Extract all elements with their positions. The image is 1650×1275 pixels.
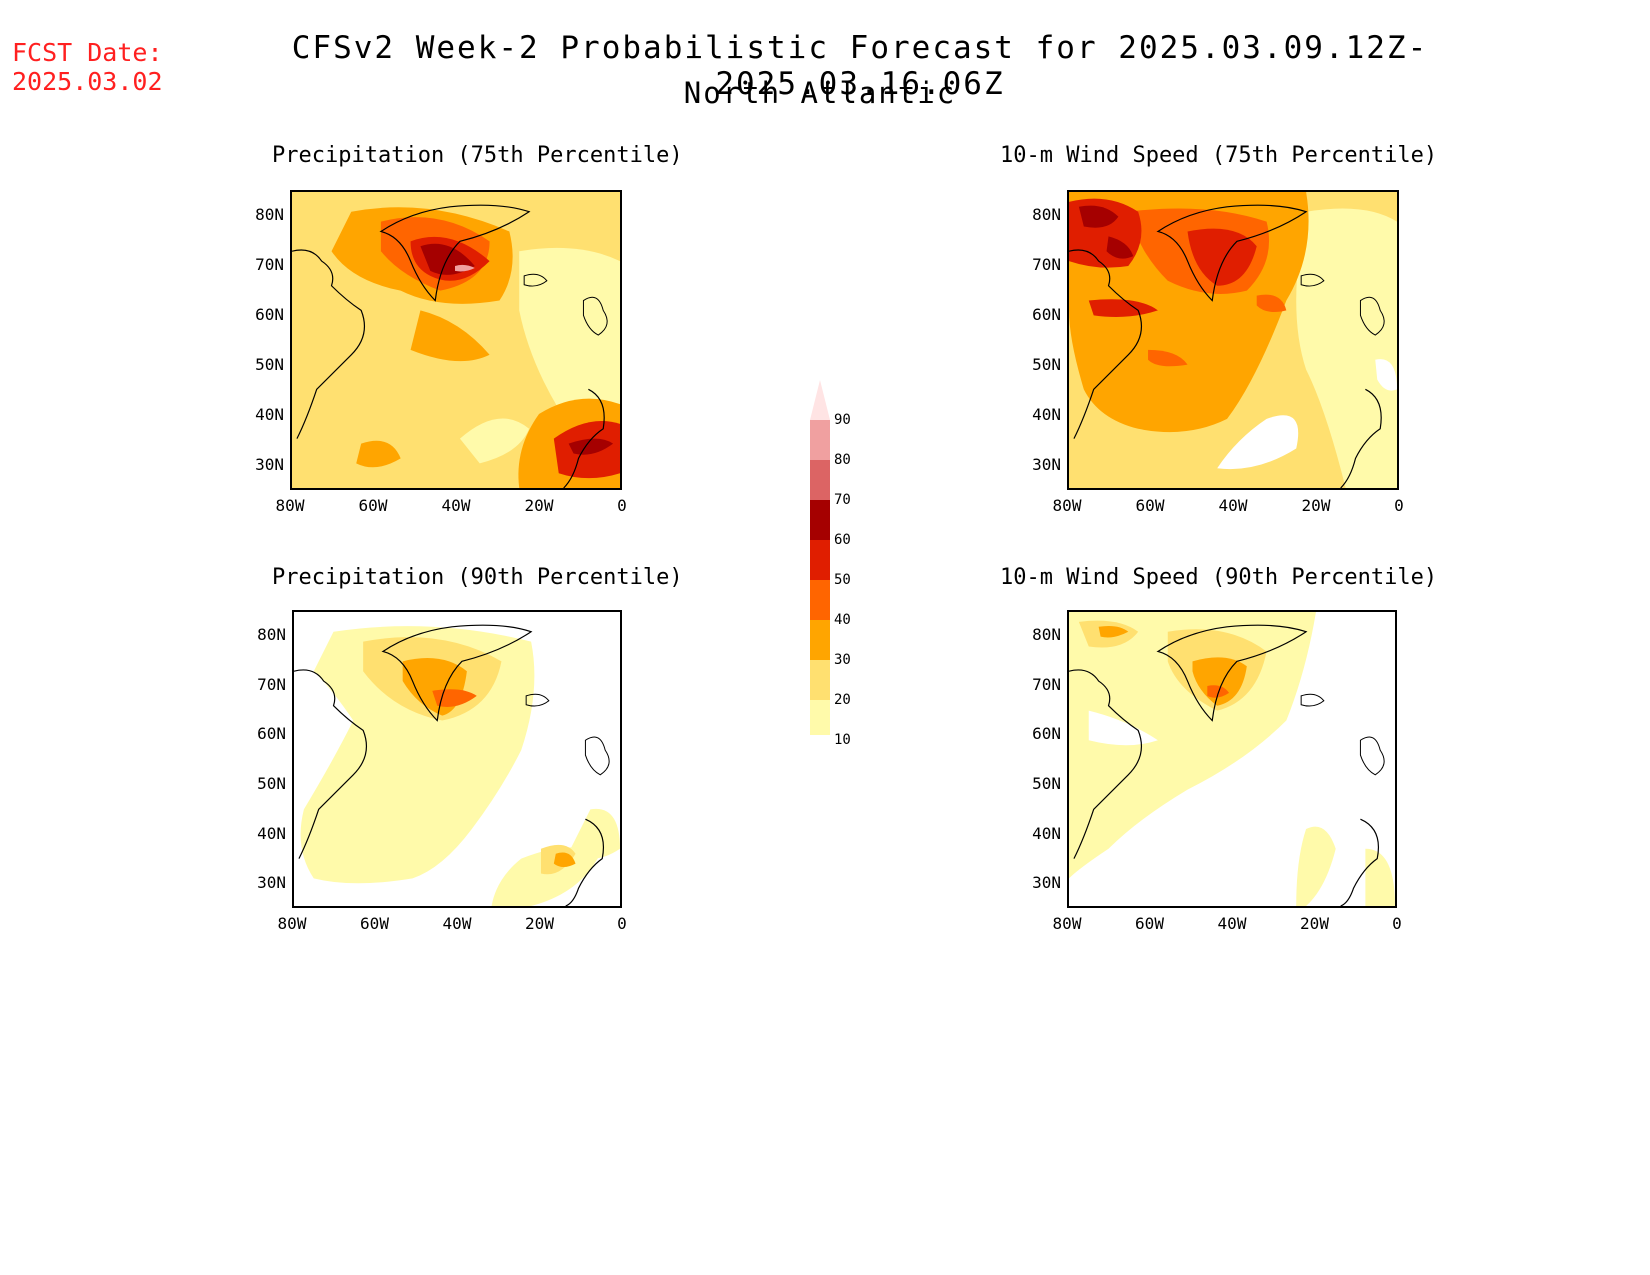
lon-tick-label: 40W — [1217, 914, 1247, 933]
lon-tick-label: 80W — [1052, 496, 1082, 515]
lat-tick-label: 60N — [1032, 305, 1061, 324]
colorbar-level-label: 40 — [834, 612, 851, 628]
map-precip-75 — [290, 190, 622, 490]
lat-tick-label: 70N — [1032, 255, 1061, 274]
lat-tick-label: 80N — [1032, 624, 1061, 644]
colorbar-segment — [810, 660, 830, 700]
colorbar-level-label: 10 — [834, 732, 851, 748]
lat-tick-label: 30N — [1032, 873, 1061, 893]
lat-tick-label: 60N — [255, 305, 284, 324]
colorbar-segment — [810, 460, 830, 500]
lon-tick-label: 80W — [1052, 914, 1082, 933]
colorbar-level-label: 90 — [834, 412, 851, 428]
colorbar-level-label: 70 — [834, 492, 851, 508]
lon-tick-label: 0 — [1392, 914, 1402, 933]
panel-title: 10-m Wind Speed (90th Percentile) — [1000, 565, 1438, 590]
lon-tick-label: 0 — [617, 496, 627, 515]
lat-tick-label: 30N — [1032, 455, 1061, 474]
lat-tick-label: 50N — [255, 355, 284, 374]
lat-tick-label: 50N — [257, 773, 286, 793]
map-wind-90 — [1067, 610, 1397, 908]
map-wind-75 — [1067, 190, 1399, 490]
lat-tick-label: 60N — [1032, 724, 1061, 744]
lat-tick-label: 40N — [255, 405, 284, 424]
colorbar-segment — [810, 620, 830, 660]
colorbar-segment — [810, 380, 830, 420]
lat-tick-label: 50N — [1032, 773, 1061, 793]
lon-tick-label: 60W — [360, 914, 389, 933]
panel-title: Precipitation (75th Percentile) — [272, 143, 683, 168]
fcst-date-label: FCST Date: — [12, 38, 163, 67]
colorbar-level-label: 20 — [834, 692, 851, 708]
panel-title: 10-m Wind Speed (75th Percentile) — [1000, 143, 1438, 168]
lon-tick-label: 20W — [525, 914, 554, 933]
lat-tick-label: 80N — [1032, 205, 1061, 224]
colorbar-segment — [810, 500, 830, 540]
lat-tick-label: 60N — [257, 724, 286, 744]
colorbar — [810, 380, 830, 735]
lon-tick-label: 20W — [1300, 914, 1329, 933]
lat-tick-label: 70N — [255, 255, 284, 274]
lat-tick-label: 80N — [257, 624, 286, 644]
panel-title: Precipitation (90th Percentile) — [272, 565, 683, 590]
lat-tick-label: 50N — [1032, 355, 1061, 374]
colorbar-segment — [810, 580, 830, 620]
lon-tick-label: 80W — [275, 496, 305, 515]
lon-tick-label: 0 — [617, 914, 627, 933]
lat-tick-label: 80N — [255, 205, 284, 224]
colorbar-segment — [810, 420, 830, 460]
lon-tick-label: 60W — [1135, 914, 1164, 933]
fcst-date-value: 2025.03.02 — [12, 67, 163, 96]
lon-tick-label: 40W — [1218, 496, 1248, 515]
colorbar-segment — [810, 700, 830, 735]
main-title: CFSv2 Week-2 Probabilistic Forecast for … — [291, 30, 1429, 102]
lon-tick-label: 40W — [441, 496, 471, 515]
lon-tick-label: 60W — [358, 496, 388, 515]
colorbar-segment — [810, 540, 830, 580]
lat-tick-label: 70N — [1032, 674, 1061, 694]
lon-tick-label: 20W — [1301, 496, 1331, 515]
colorbar-level-label: 60 — [834, 532, 851, 548]
lat-tick-label: 30N — [257, 873, 286, 893]
colorbar-level-label: 80 — [834, 452, 851, 468]
lat-tick-label: 40N — [1032, 405, 1061, 424]
lon-tick-label: 40W — [442, 914, 472, 933]
fcst-date-block: FCST Date: 2025.03.02 — [12, 38, 163, 96]
colorbar-level-label: 30 — [834, 652, 851, 668]
region-title: North Atlantic — [683, 76, 957, 110]
lat-tick-label: 70N — [257, 674, 286, 694]
lon-tick-label: 60W — [1135, 496, 1165, 515]
map-precip-90 — [292, 610, 622, 908]
lon-tick-label: 80W — [277, 914, 307, 933]
lon-tick-label: 20W — [524, 496, 554, 515]
lon-tick-label: 0 — [1394, 496, 1404, 515]
lat-tick-label: 30N — [255, 455, 284, 474]
lat-tick-label: 40N — [257, 823, 286, 843]
colorbar-level-label: 50 — [834, 572, 851, 588]
lat-tick-label: 40N — [1032, 823, 1061, 843]
